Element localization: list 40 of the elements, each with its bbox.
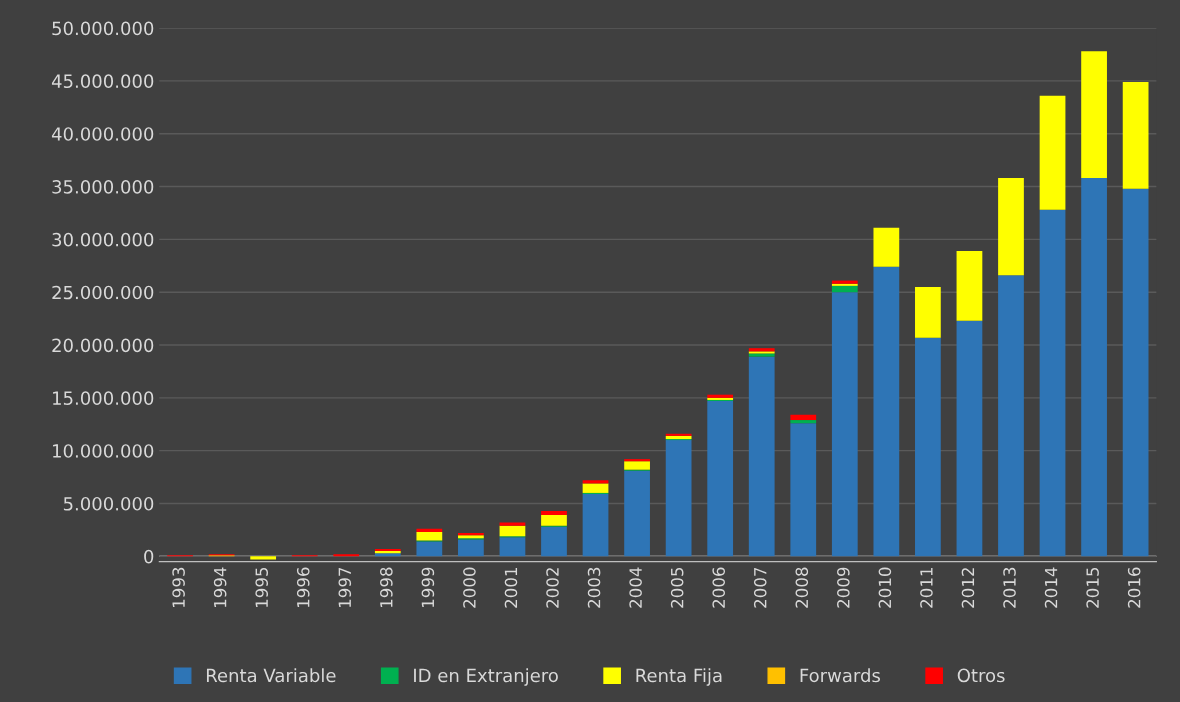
x-tick-label: 1996 bbox=[296, 567, 310, 608]
x-tick-label: 2014 bbox=[1044, 567, 1058, 608]
x-tick-label: 2015 bbox=[1086, 567, 1099, 608]
x-tick-label: 2011 bbox=[920, 568, 933, 608]
x-tick-label: 2008 bbox=[795, 567, 809, 608]
y-tick-label: 5.000.000 bbox=[63, 496, 154, 511]
y-tick-label: 20.000.000 bbox=[52, 338, 154, 353]
y-tick-label: 45.000.000 bbox=[51, 74, 154, 89]
y-tick-label: 30.000.000 bbox=[52, 232, 154, 247]
legend-label: Renta Fija bbox=[636, 668, 722, 686]
y-tick-label: 10.000.000 bbox=[53, 444, 154, 458]
x-tick-label: 1997 bbox=[338, 567, 352, 608]
y-tick-label: 35.000.000 bbox=[52, 180, 154, 194]
x-tick-label: 2009 bbox=[837, 567, 850, 608]
x-tick-label: 2001 bbox=[504, 568, 518, 608]
legend-label: Forwards bbox=[800, 668, 881, 683]
x-tick-label: 2010 bbox=[878, 567, 892, 608]
x-tick-label: 1999 bbox=[421, 567, 435, 608]
legend-label: Renta Variable bbox=[206, 668, 336, 683]
x-tick-label: 1995 bbox=[255, 567, 268, 608]
x-tick-label: 2016 bbox=[1127, 567, 1141, 608]
x-tick-label: 1994 bbox=[213, 567, 227, 608]
x-tick-label: 2002 bbox=[546, 568, 559, 608]
y-tick-label: 25.000.000 bbox=[52, 285, 154, 300]
x-tick-label: 2012 bbox=[961, 568, 975, 608]
legend-label: ID en Extranjero bbox=[414, 668, 558, 686]
x-tick-label: 2005 bbox=[670, 567, 684, 608]
x-tick-label: 2006 bbox=[712, 567, 725, 608]
y-tick-label: 15.000.000 bbox=[53, 391, 154, 405]
y-tick-label: 50.000.000 bbox=[52, 21, 154, 36]
x-tick-label: 2013 bbox=[1003, 567, 1016, 608]
y-tick-label: 0 bbox=[144, 549, 154, 564]
legend-label: Otros bbox=[957, 668, 1005, 683]
x-tick-label: 1993 bbox=[172, 567, 185, 608]
x-tick-label: 2007 bbox=[753, 567, 767, 608]
x-tick-label: 1998 bbox=[380, 567, 393, 608]
x-tick-label: 2003 bbox=[587, 567, 601, 608]
x-tick-label: 2004 bbox=[629, 567, 642, 608]
x-tick-label: 2000 bbox=[463, 567, 476, 608]
y-tick-label: 40.000.000 bbox=[51, 127, 154, 141]
